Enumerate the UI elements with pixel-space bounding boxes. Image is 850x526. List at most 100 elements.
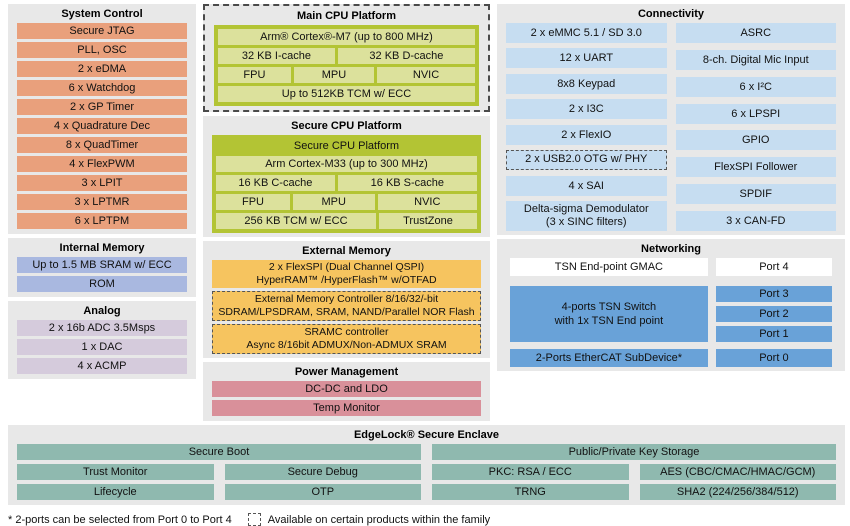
block-port-1: Port 1: [715, 326, 832, 342]
block-cortex-m7: Arm® Cortex®-M7 (up to 800 MHz): [218, 29, 475, 45]
block-asrc: ASRC: [675, 23, 836, 43]
block-ethercat: 2-Ports EtherCAT SubDevice*: [510, 349, 708, 367]
tsn-switch-line1: 4-ports TSN Switch: [561, 301, 657, 313]
main-cpu-panel: Main CPU Platform Arm® Cortex®-M7 (up to…: [203, 4, 490, 112]
delta-sigma-line2: (3 x SINC filters): [545, 215, 627, 228]
block-cortex-m33: Arm Cortex-M33 (up to 300 MHz): [216, 156, 477, 172]
soc-block-diagram: System Control Secure JTAG PLL, OSC 2 x …: [8, 4, 845, 526]
secure-cpu-box: Secure CPU Platform Arm Cortex-M33 (up t…: [212, 135, 481, 233]
footnote-ports: * 2-ports can be selected from Port 0 to…: [8, 513, 232, 526]
edgelock-title: EdgeLock® Secure Enclave: [353, 429, 500, 441]
internal-memory-title: Internal Memory: [59, 242, 145, 254]
top-section: System Control Secure JTAG PLL, OSC 2 x …: [8, 4, 845, 421]
analog-title: Analog: [83, 305, 121, 317]
block-canfd: 3 x CAN-FD: [675, 210, 836, 231]
main-cpu-cache-row: 32 KB I-cache 32 KB D-cache: [218, 48, 475, 64]
flexspi-line1: 2 x FlexSPI (Dual Channel QSPI): [268, 261, 425, 273]
block-port-0: Port 0: [715, 349, 832, 367]
block-tcm: Up to 512KB TCM w/ ECC: [218, 86, 475, 102]
analog-panel: Analog 2 x 16b ADC 3.5Msps 1 x DAC 4 x A…: [8, 301, 196, 379]
block-gpio: GPIO: [675, 130, 836, 151]
block-trust-monitor: Trust Monitor: [17, 464, 214, 480]
networking-columns: TSN End-point GMAC 4-ports TSN Switch wi…: [506, 258, 836, 367]
spacer: [716, 342, 832, 349]
power-management-panel: Power Management DC-DC and LDO Temp Moni…: [203, 362, 490, 421]
secure-cpu-panel: Secure CPU Platform Secure CPU Platform …: [203, 116, 490, 237]
block-trustzone: TrustZone: [378, 213, 477, 229]
block-secure-jtag: Secure JTAG: [17, 23, 187, 39]
block-dcdc-ldo: DC-DC and LDO: [212, 381, 481, 397]
emc-line1: External Memory Controller 8/16/32/-bit: [254, 293, 439, 305]
sramc-line2: Async 8/16bit ADMUX/Non-ADMUX SRAM: [246, 339, 447, 351]
block-tsn-switch: 4-ports TSN Switch with 1x TSN End point: [510, 286, 708, 342]
block-dac: 1 x DAC: [17, 339, 187, 355]
block-tcm-m33: 256 KB TCM w/ ECC: [216, 213, 376, 229]
edgelock-panel: EdgeLock® Secure Enclave Secure Boot Pub…: [8, 425, 845, 505]
block-port-4: Port 4: [715, 258, 832, 276]
connectivity-right-column: ASRC 8-ch. Digital Mic Input 6 x I²C 6 x…: [675, 23, 836, 231]
block-lpit: 3 x LPIT: [17, 175, 187, 191]
dashed-box-icon: [247, 513, 261, 526]
connectivity-title: Connectivity: [637, 8, 704, 20]
edgelock-grid: Secure Boot Public/Private Key Storage T…: [17, 444, 836, 500]
block-external-memory-controller: External Memory Controller 8/16/32/-bit …: [212, 291, 481, 321]
emc-line2: SDRAM/LPSDRAM, SRAM, NAND/Parallel NOR F…: [218, 306, 475, 318]
block-secure-debug: Secure Debug: [224, 464, 421, 480]
internal-memory-panel: Internal Memory Up to 1.5 MB SRAM w/ ECC…: [8, 238, 196, 297]
block-uart: 12 x UART: [506, 48, 667, 69]
networking-ports-column: Port 4 Port 3 Port 2 Port 1 Port 0: [715, 258, 832, 367]
main-cpu-unit-row: FPU MPU NVIC: [218, 67, 475, 83]
block-otp: OTP: [224, 484, 421, 500]
main-cpu-title: Main CPU Platform: [296, 10, 396, 22]
block-watchdog: 6 x Watchdog: [17, 80, 187, 96]
block-ccache: 16 KB C-cache: [216, 175, 335, 191]
block-emmc-sd: 2 x eMMC 5.1 / SD 3.0: [506, 23, 667, 43]
networking-left-column: TSN End-point GMAC 4-ports TSN Switch wi…: [510, 258, 708, 367]
block-keypad: 8x8 Keypad: [506, 73, 667, 94]
block-usb-otg: 2 x USB2.0 OTG w/ PHY: [506, 150, 667, 171]
tsn-switch-line2: with 1x TSN End point: [554, 315, 664, 327]
system-control-panel: System Control Secure JTAG PLL, OSC 2 x …: [8, 4, 196, 234]
block-pll-osc: PLL, OSC: [17, 42, 187, 58]
block-quadrature-dec: 4 x Quadrature Dec: [17, 118, 187, 134]
block-flexpwm: 4 x FlexPWM: [17, 156, 187, 172]
block-trng: TRNG: [432, 484, 629, 500]
block-lifecycle: Lifecycle: [17, 484, 214, 500]
block-temp-monitor: Temp Monitor: [212, 400, 481, 416]
footer: * 2-ports can be selected from Port 0 to…: [8, 513, 845, 526]
secure-cpu-unit-row: FPU MPU NVIC: [216, 194, 477, 210]
block-lptmr: 3 x LPTMR: [17, 194, 187, 210]
secure-cpu-title: Secure CPU Platform: [291, 120, 402, 132]
block-delta-sigma: Delta-sigma Demodulator (3 x SINC filter…: [506, 200, 667, 231]
power-management-title: Power Management: [294, 366, 399, 378]
system-control-title: System Control: [61, 8, 143, 20]
block-mpu-m33: MPU: [292, 194, 375, 210]
block-gp-timer: 2 x GP Timer: [17, 99, 187, 115]
block-icache: 32 KB I-cache: [218, 48, 335, 64]
spacer: [510, 276, 708, 286]
secure-cpu-inner-title: Secure CPU Platform: [293, 140, 400, 152]
block-flexio: 2 x FlexIO: [506, 124, 667, 145]
block-lptpm: 6 x LPTPM: [17, 213, 187, 229]
networking-panel: Networking TSN End-point GMAC 4-ports TS…: [497, 239, 845, 371]
block-secure-boot: Secure Boot: [17, 444, 421, 460]
block-sram-ecc: Up to 1.5 MB SRAM w/ ECC: [17, 257, 187, 273]
external-memory-panel: External Memory 2 x FlexSPI (Dual Channe…: [203, 241, 490, 358]
block-i2c: 6 x I²C: [675, 76, 836, 97]
connectivity-left-column: 2 x eMMC 5.1 / SD 3.0 12 x UART 8x8 Keyp…: [506, 23, 667, 231]
networking-title: Networking: [641, 243, 701, 255]
block-i3c: 2 x I3C: [506, 99, 667, 120]
spacer: [716, 276, 832, 286]
block-flexspi: 2 x FlexSPI (Dual Channel QSPI) HyperRAM…: [212, 260, 481, 288]
block-sramc-controller: SRAMC controller Async 8/16bit ADMUX/Non…: [212, 324, 481, 354]
flexspi-line2: HyperRAM™ /HyperFlash™ w/OTFAD: [256, 274, 437, 286]
block-mpu: MPU: [293, 67, 375, 83]
block-nvic: NVIC: [377, 67, 475, 83]
delta-sigma-line1: Delta-sigma Demodulator: [523, 202, 649, 215]
block-aes: AES (CBC/CMAC/HMAC/GCM): [639, 464, 836, 480]
secure-cpu-bottom-row: 256 KB TCM w/ ECC TrustZone: [216, 213, 477, 229]
block-sai: 4 x SAI: [506, 175, 667, 196]
block-scache: 16 KB S-cache: [337, 175, 477, 191]
block-port-3: Port 3: [715, 286, 832, 302]
block-dcache: 32 KB D-cache: [337, 48, 475, 64]
